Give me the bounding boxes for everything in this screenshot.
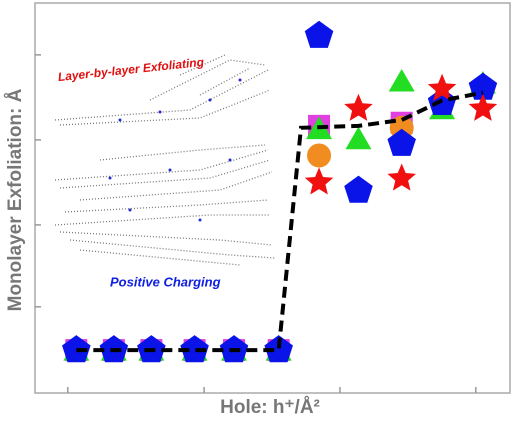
pentagon-marker bbox=[344, 175, 373, 203]
pentagon-marker bbox=[180, 335, 209, 363]
triangle-marker bbox=[345, 126, 372, 150]
annotation: Positive Charging bbox=[110, 274, 221, 289]
star-marker bbox=[387, 163, 416, 191]
star-marker bbox=[468, 93, 498, 121]
pentagon-marker bbox=[387, 128, 416, 156]
star-marker bbox=[304, 167, 334, 195]
triangle-marker bbox=[388, 69, 415, 92]
y-axis-label: Monolayer Exfoliation: Å bbox=[5, 88, 26, 311]
inset-dots bbox=[108, 78, 242, 222]
star-marker bbox=[427, 73, 457, 101]
pentagon-marker bbox=[264, 335, 293, 363]
annotation: Layer-by-layer Exfoliating bbox=[57, 55, 205, 84]
circle-marker bbox=[307, 143, 332, 168]
pentagon-marker bbox=[468, 72, 498, 100]
inset-structure bbox=[54, 54, 276, 266]
plot-frame bbox=[34, 2, 511, 394]
x-axis-label: Hole: h⁺/Å² bbox=[220, 397, 320, 418]
trend-line bbox=[76, 90, 484, 353]
pentagon-marker bbox=[304, 20, 334, 48]
star-marker bbox=[344, 93, 373, 121]
